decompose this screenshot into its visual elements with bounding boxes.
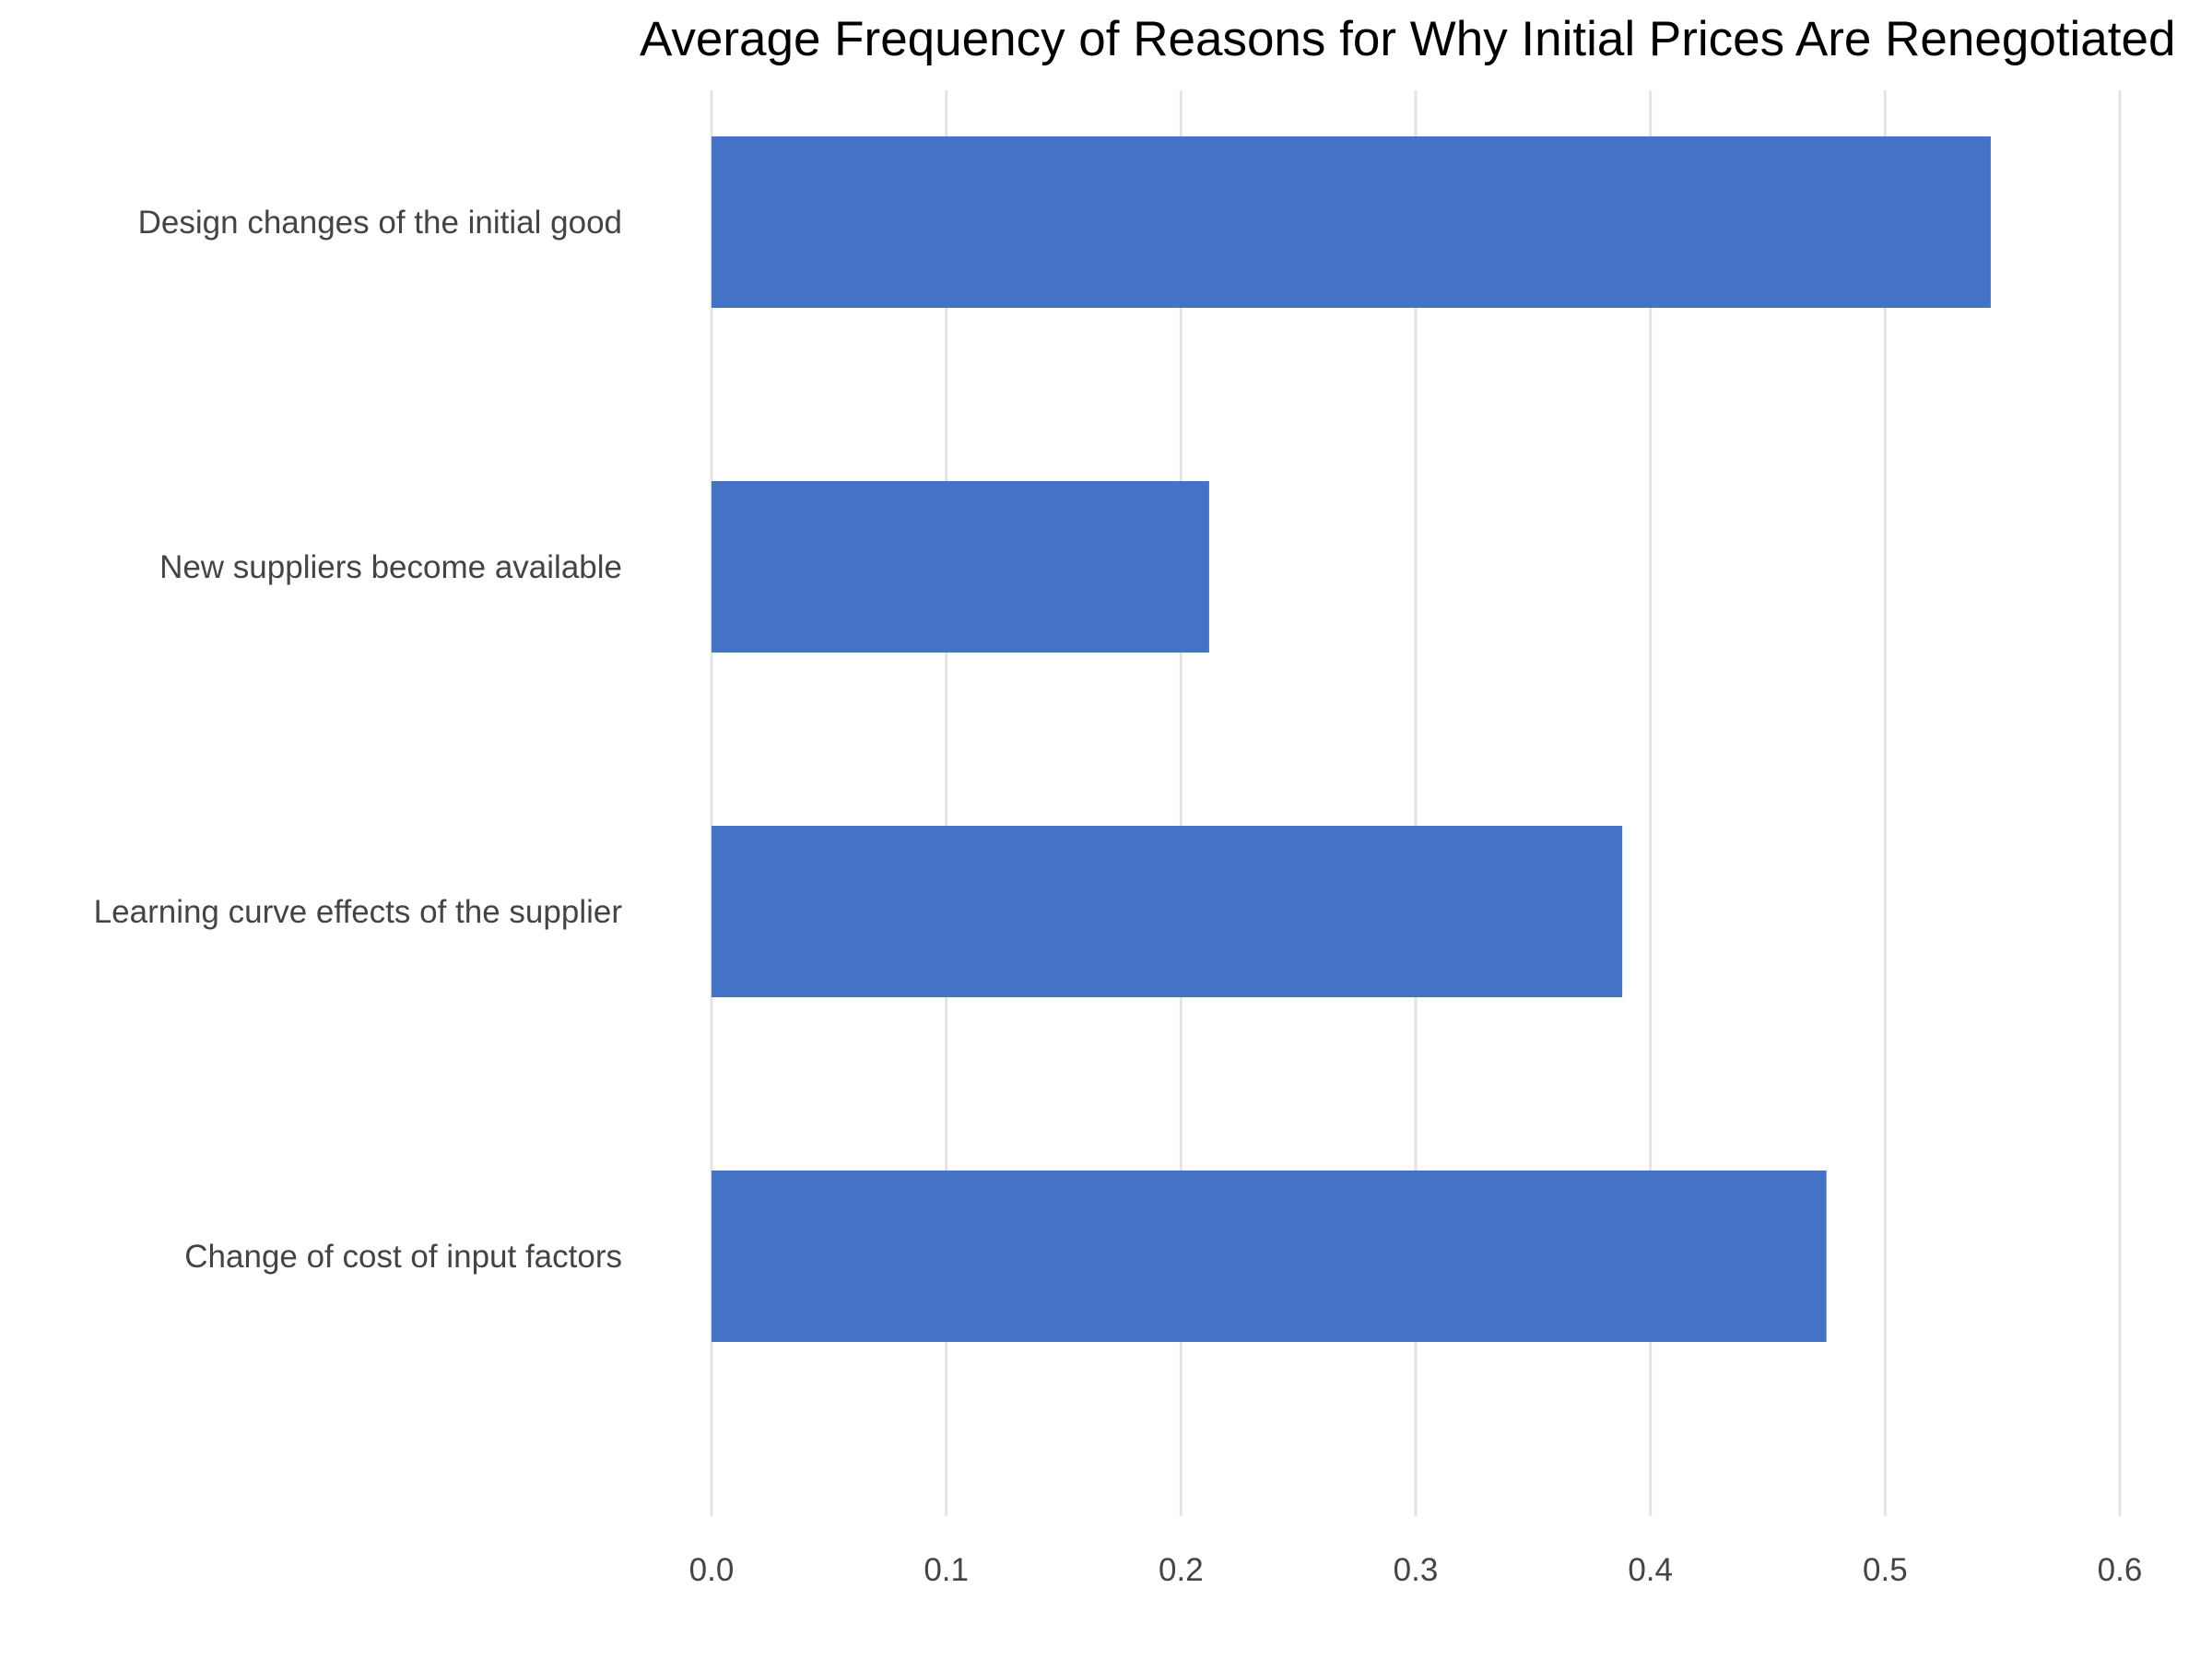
category-label: Learning curve effects of the supplier [94, 894, 623, 930]
x-tick-label: 0.1 [924, 1552, 969, 1588]
gridlines [710, 90, 2122, 1516]
x-tick-label: 0.5 [1863, 1552, 1908, 1588]
x-tick-label: 0.3 [1394, 1552, 1439, 1588]
bars [712, 136, 1991, 1342]
x-tick-label: 0.0 [689, 1552, 735, 1588]
category-label: New suppliers become available [159, 549, 622, 585]
bar [712, 481, 1209, 653]
bar [712, 1171, 1827, 1342]
category-labels: Design changes of the initial good New su… [94, 205, 623, 1275]
x-tick-label: 0.2 [1159, 1552, 1204, 1588]
x-tick-label: 0.4 [1628, 1552, 1673, 1588]
bar [712, 826, 1623, 997]
category-label: Change of cost of input factors [184, 1239, 622, 1275]
x-tick-label: 0.6 [2098, 1552, 2143, 1588]
bar [712, 136, 1991, 308]
x-axis-tick-labels: 0.0 0.1 0.2 0.3 0.4 0.5 0.6 [689, 1552, 2143, 1588]
category-label: Design changes of the initial good [138, 205, 622, 241]
chart-title: Average Frequency of Reasons for Why Ini… [640, 12, 2175, 66]
